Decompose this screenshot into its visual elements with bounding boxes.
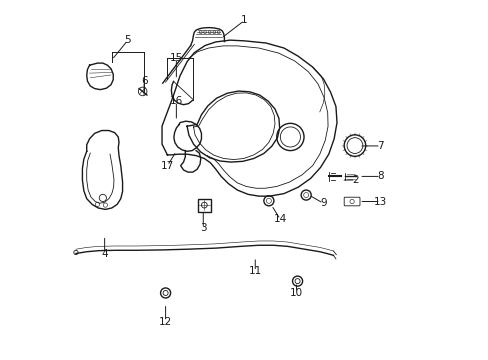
Text: 2: 2 (352, 175, 358, 185)
Text: 15: 15 (169, 53, 183, 63)
Text: 17: 17 (161, 161, 174, 171)
Text: 10: 10 (289, 288, 303, 298)
Text: 1: 1 (241, 15, 247, 26)
Text: 5: 5 (124, 35, 131, 45)
Text: 14: 14 (273, 215, 286, 224)
Text: 7: 7 (377, 141, 383, 151)
Text: 12: 12 (159, 317, 172, 327)
Text: 16: 16 (169, 96, 183, 106)
Text: 13: 13 (373, 197, 386, 207)
Text: 8: 8 (377, 171, 383, 181)
Text: 3: 3 (200, 224, 206, 233)
Text: 9: 9 (320, 198, 326, 208)
Text: 6: 6 (141, 76, 147, 86)
Text: 11: 11 (248, 266, 262, 276)
Text: 4: 4 (101, 248, 108, 258)
